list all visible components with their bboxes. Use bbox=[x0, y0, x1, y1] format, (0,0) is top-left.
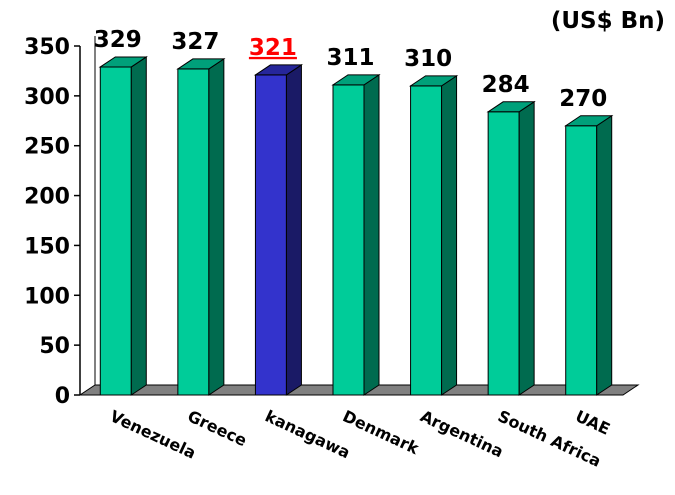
data-label: 311 bbox=[326, 45, 374, 71]
data-label: 284 bbox=[482, 72, 530, 98]
bar bbox=[99, 66, 132, 396]
x-tick-label: Denmark bbox=[340, 406, 422, 458]
y-tick-label: 250 bbox=[24, 135, 70, 160]
bar bbox=[254, 74, 287, 396]
bar-side bbox=[285, 63, 302, 396]
x-tick-label: kanagawa bbox=[262, 406, 353, 462]
bar-top bbox=[408, 75, 459, 87]
data-label: 327 bbox=[171, 29, 219, 55]
data-label: 310 bbox=[404, 46, 452, 72]
bar-top bbox=[331, 74, 381, 86]
bar-side bbox=[208, 58, 225, 396]
bar-side bbox=[596, 114, 613, 396]
y-tick-label: 50 bbox=[39, 334, 70, 359]
bar bbox=[177, 68, 210, 396]
bar-side bbox=[518, 100, 535, 396]
x-tick-label: Argentina bbox=[417, 406, 506, 461]
bar-side bbox=[363, 73, 380, 396]
y-tick-label: 200 bbox=[24, 185, 70, 210]
y-tick-label: 100 bbox=[24, 284, 70, 309]
x-tick-label: Venezuela bbox=[107, 406, 199, 462]
data-label: 270 bbox=[559, 86, 607, 112]
bar-top bbox=[98, 56, 148, 68]
y-tick-label: 0 bbox=[55, 384, 70, 409]
x-tick-label: UAE bbox=[573, 406, 613, 438]
bar-side bbox=[130, 56, 147, 396]
y-tick-label: 150 bbox=[24, 234, 70, 259]
unit-label: (US$ Bn) bbox=[550, 8, 665, 34]
y-tick-label: 300 bbox=[24, 85, 70, 110]
bar-top bbox=[253, 64, 304, 76]
data-label: 329 bbox=[94, 27, 142, 53]
bar bbox=[410, 85, 443, 396]
bar bbox=[565, 125, 598, 396]
bar-top bbox=[176, 58, 226, 70]
bar-top bbox=[486, 101, 536, 113]
bar-side bbox=[441, 74, 458, 396]
bar bbox=[332, 84, 365, 396]
bar bbox=[487, 111, 520, 396]
data-label: 321 bbox=[249, 35, 297, 61]
bar-top bbox=[564, 115, 614, 127]
y-tick-label: 350 bbox=[24, 35, 70, 60]
